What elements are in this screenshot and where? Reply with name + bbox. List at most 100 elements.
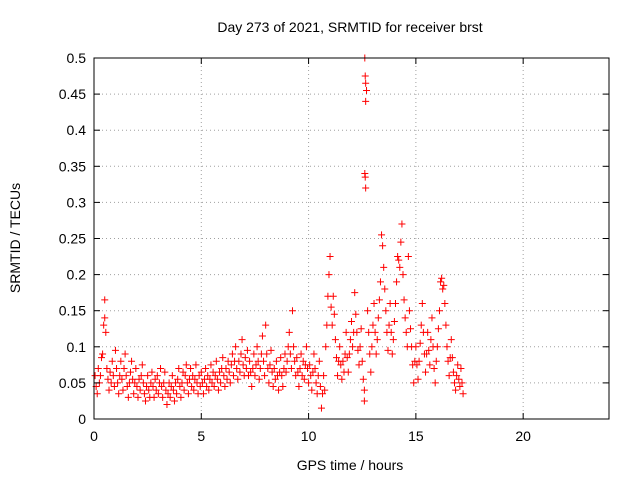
data-point: [195, 372, 203, 380]
data-point: [242, 364, 250, 372]
data-point: [219, 354, 227, 362]
data-point: [283, 357, 291, 365]
data-point: [157, 364, 165, 372]
data-point: [208, 379, 216, 387]
data-point: [176, 383, 184, 391]
data-point: [427, 336, 435, 344]
data-point: [268, 368, 276, 376]
y-tick-labels: 0 0.05 0.1 0.15 0.2 0.25 0.3 0.35 0.4 0.45 0.5: [59, 50, 86, 427]
data-point: [359, 375, 367, 383]
data-point: [327, 303, 335, 311]
data-point: [239, 361, 247, 369]
data-point: [336, 343, 344, 351]
data-point: [278, 372, 286, 380]
data-point: [282, 368, 290, 376]
data-point: [374, 314, 382, 322]
data-point: [264, 364, 272, 372]
data-point: [449, 368, 457, 376]
axis-ticks: [93, 57, 609, 420]
data-point: [415, 357, 423, 365]
data-point: [435, 307, 443, 315]
data-point: [285, 328, 293, 336]
data-point: [128, 357, 136, 365]
data-point: [391, 299, 399, 307]
data-point: [291, 357, 299, 365]
data-point: [287, 364, 295, 372]
data-point: [439, 285, 447, 293]
data-point: [396, 263, 404, 271]
x-tick-label: 10: [301, 428, 317, 444]
data-point: [370, 299, 378, 307]
data-point: [417, 321, 425, 329]
data-point: [362, 184, 370, 192]
data-point: [144, 372, 152, 380]
data-point: [161, 368, 169, 376]
data-point: [140, 390, 148, 398]
data-point: [149, 383, 157, 391]
data-point: [243, 346, 251, 354]
data-point: [197, 368, 205, 376]
data-point: [203, 383, 211, 391]
x-tick-label: 15: [408, 428, 424, 444]
data-point: [366, 350, 374, 358]
data-point: [358, 357, 366, 365]
data-point: [167, 383, 175, 391]
data-point: [280, 364, 288, 372]
data-point: [271, 375, 279, 383]
data-point: [445, 372, 453, 380]
data-point: [290, 343, 298, 351]
data-point: [405, 307, 413, 315]
y-tick-label: 0.25: [59, 231, 86, 247]
data-point: [441, 299, 449, 307]
data-point: [354, 346, 362, 354]
data-point: [191, 375, 199, 383]
data-point: [425, 346, 433, 354]
data-point: [401, 314, 409, 322]
data-point: [147, 379, 155, 387]
data-point: [180, 386, 188, 394]
data-point: [442, 321, 450, 329]
data-point: [413, 361, 421, 369]
data-point: [352, 310, 360, 318]
data-point: [275, 386, 283, 394]
y-tick-label: 0.3: [67, 194, 87, 210]
data-point: [431, 379, 439, 387]
data-point: [228, 350, 236, 358]
data-point: [207, 361, 215, 369]
data-point: [393, 278, 401, 286]
data-point: [265, 379, 273, 387]
data-point: [262, 321, 270, 329]
data-point: [116, 372, 124, 380]
data-point: [337, 361, 345, 369]
y-tick-label: 0.45: [59, 86, 86, 102]
data-point: [145, 386, 153, 394]
data-point: [309, 368, 317, 376]
data-point: [175, 364, 183, 372]
data-point: [298, 372, 306, 380]
data-point: [380, 263, 388, 271]
data-points: [91, 54, 467, 412]
data-point: [308, 386, 316, 394]
data-point: [362, 97, 370, 105]
data-point: [332, 354, 340, 362]
data-point: [183, 379, 191, 387]
data-point: [448, 354, 456, 362]
data-point: [372, 350, 380, 358]
data-point: [133, 383, 141, 391]
data-point: [209, 368, 217, 376]
data-point: [440, 281, 448, 289]
data-point: [277, 354, 285, 362]
chart-title: Day 273 of 2021, SRMTID for receiver brs…: [217, 19, 482, 35]
data-point: [306, 361, 314, 369]
data-point: [410, 379, 418, 387]
data-point: [328, 321, 336, 329]
data-point: [353, 328, 361, 336]
data-point: [139, 379, 147, 387]
data-point: [269, 383, 277, 391]
data-point: [106, 368, 114, 376]
data-point: [163, 401, 171, 409]
data-point: [124, 393, 132, 401]
data-point: [130, 390, 138, 398]
data-point: [267, 346, 275, 354]
data-point: [245, 372, 252, 380]
